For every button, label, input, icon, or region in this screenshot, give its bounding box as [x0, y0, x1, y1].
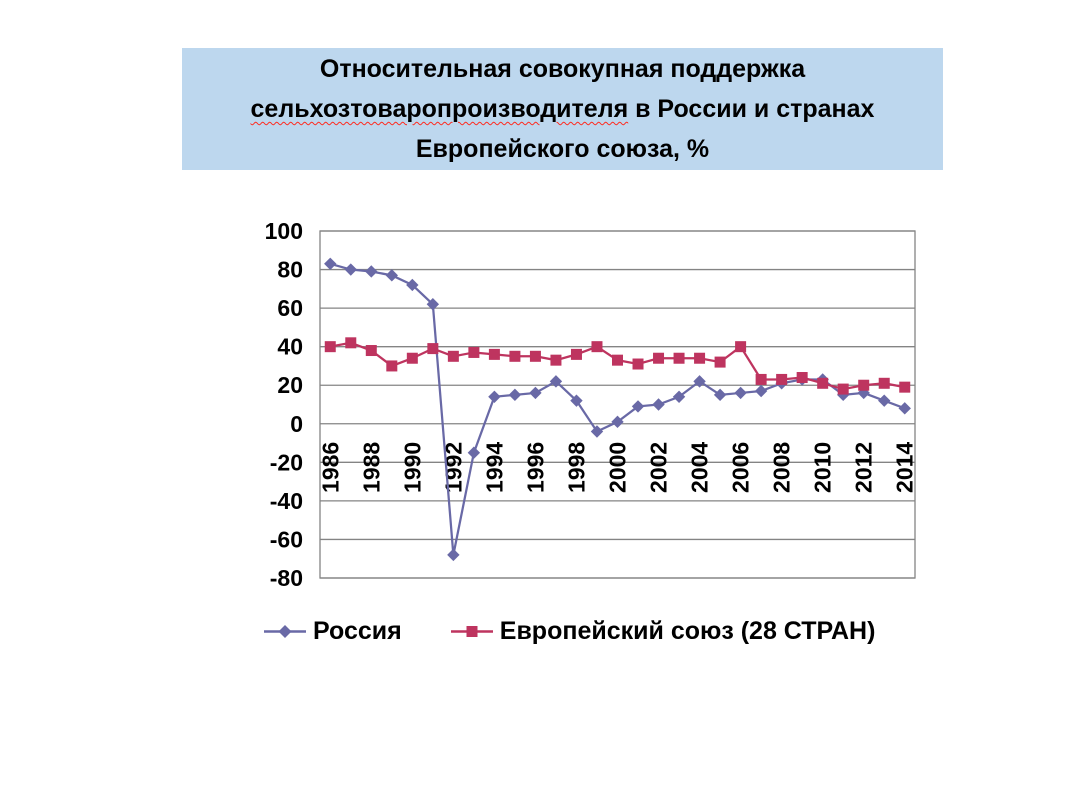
russia-data-marker	[590, 425, 604, 438]
russia-data-marker	[570, 394, 583, 407]
eu-data-marker	[673, 352, 685, 364]
eu-data-marker	[591, 341, 603, 353]
legend-item-russia: Россия	[263, 617, 402, 646]
eu-data-marker	[570, 348, 582, 360]
russia-data-marker	[734, 386, 747, 400]
russia-data-marker	[344, 263, 357, 276]
y-axis-tick-label: 100	[265, 218, 303, 244]
x-axis-tick-label: 2006	[728, 442, 754, 493]
eu-data-marker	[837, 383, 849, 395]
x-axis-tick-label: 2000	[605, 442, 631, 493]
russia-data-marker	[878, 394, 891, 407]
y-axis-tick-label: -40	[270, 488, 303, 514]
russia-series-line	[329, 262, 906, 556]
russia-data-marker	[385, 269, 399, 282]
eu-data-marker	[796, 372, 808, 384]
eu-data-marker	[714, 356, 726, 368]
russia-data-marker	[365, 265, 378, 278]
chart-title-line-2: сельхозтоваропроизводителя в России и ст…	[250, 95, 875, 123]
chart-title-line-3: Европейского союза, %	[415, 135, 710, 163]
russia-data-marker	[324, 257, 337, 270]
eu-data-marker	[694, 352, 706, 364]
eu-data-marker	[365, 345, 377, 357]
russia-legend-marker-icon	[264, 625, 306, 638]
x-axis-tick-label: 2010	[810, 442, 836, 493]
eu-data-marker	[755, 373, 767, 385]
x-axis-tick-label: 2012	[851, 442, 877, 493]
eu-data-marker	[858, 379, 870, 391]
russia-data-marker	[693, 375, 706, 388]
y-axis-tick-label: 40	[277, 334, 303, 360]
russia-data-marker	[508, 388, 522, 402]
x-axis-tick-label: 2008	[769, 442, 795, 493]
russia-data-marker	[447, 548, 460, 562]
misspelled-word: сельхозтоваропроизводителя	[250, 95, 629, 123]
russia-data-marker	[898, 402, 911, 415]
eu-data-marker	[550, 354, 562, 366]
eu-data-marker	[612, 354, 623, 366]
eu-data-marker	[632, 358, 644, 370]
eu-data-marker	[878, 377, 890, 389]
eu-data-marker	[406, 352, 418, 364]
russia-data-marker	[549, 375, 563, 388]
eu-data-marker	[386, 360, 398, 372]
y-axis-tick-label: -20	[270, 449, 303, 475]
x-axis-tick-label: 1996	[522, 442, 548, 493]
y-axis-tick-label: 0	[290, 411, 303, 437]
y-axis-tick-label: 20	[277, 372, 303, 398]
eu-data-marker	[509, 350, 521, 362]
eu-data-marker	[776, 373, 788, 385]
eu-data-marker	[324, 341, 336, 353]
x-axis-tick-label: 1986	[317, 442, 343, 493]
russia-data-marker	[529, 386, 542, 400]
eu-data-marker	[345, 337, 357, 349]
x-axis-tick-label: 1990	[399, 442, 425, 493]
x-axis-tick-label: 2004	[687, 442, 713, 493]
legend-label-russia: Россия	[313, 617, 402, 645]
y-axis-tick-label: -60	[270, 526, 303, 552]
eu-data-marker	[447, 350, 459, 362]
russia-data-marker	[611, 415, 624, 429]
russia-data-marker	[406, 278, 419, 292]
russia-data-marker	[672, 390, 686, 403]
chart-legend: Россия Европейский союз (28 СТРАН)	[263, 617, 875, 646]
eu-data-marker	[653, 352, 665, 364]
chart-title-line-1: Относительная совокупная поддержка	[319, 55, 806, 83]
eu-data-marker	[468, 346, 480, 358]
russia-data-marker	[713, 388, 727, 402]
russia-data-marker	[652, 398, 665, 411]
eu-data-marker	[817, 377, 829, 389]
russia-data-marker	[488, 390, 501, 403]
x-axis-tick-label: 1994	[481, 442, 507, 493]
eu-data-marker	[427, 343, 439, 355]
chart-title-box: Относительная совокупная поддержка сельх…	[182, 48, 943, 170]
eu-data-marker	[529, 350, 541, 362]
eu-data-marker	[899, 381, 911, 393]
eu-data-marker	[488, 348, 500, 360]
russia-data-marker	[754, 384, 768, 398]
x-axis-tick-label: 1998	[563, 442, 589, 493]
eu-legend-marker-icon	[450, 626, 493, 637]
eu-data-marker	[735, 341, 747, 353]
x-axis-tick-label: 2014	[892, 442, 918, 493]
y-axis-tick-label: 80	[277, 257, 303, 283]
plot-border	[319, 230, 916, 579]
legend-item-eu: Европейский союз (28 СТРАН)	[450, 617, 876, 646]
y-axis-tick-label: -80	[270, 565, 303, 591]
x-axis-tick-label: 1988	[358, 442, 384, 493]
y-axis-tick-label: 60	[277, 295, 303, 321]
x-axis-tick-label: 2002	[646, 442, 672, 493]
russia-data-marker	[467, 446, 481, 459]
legend-label-eu: Европейский союз (28 СТРАН)	[499, 617, 876, 645]
russia-data-marker	[631, 400, 645, 413]
russia-data-marker	[426, 298, 440, 311]
